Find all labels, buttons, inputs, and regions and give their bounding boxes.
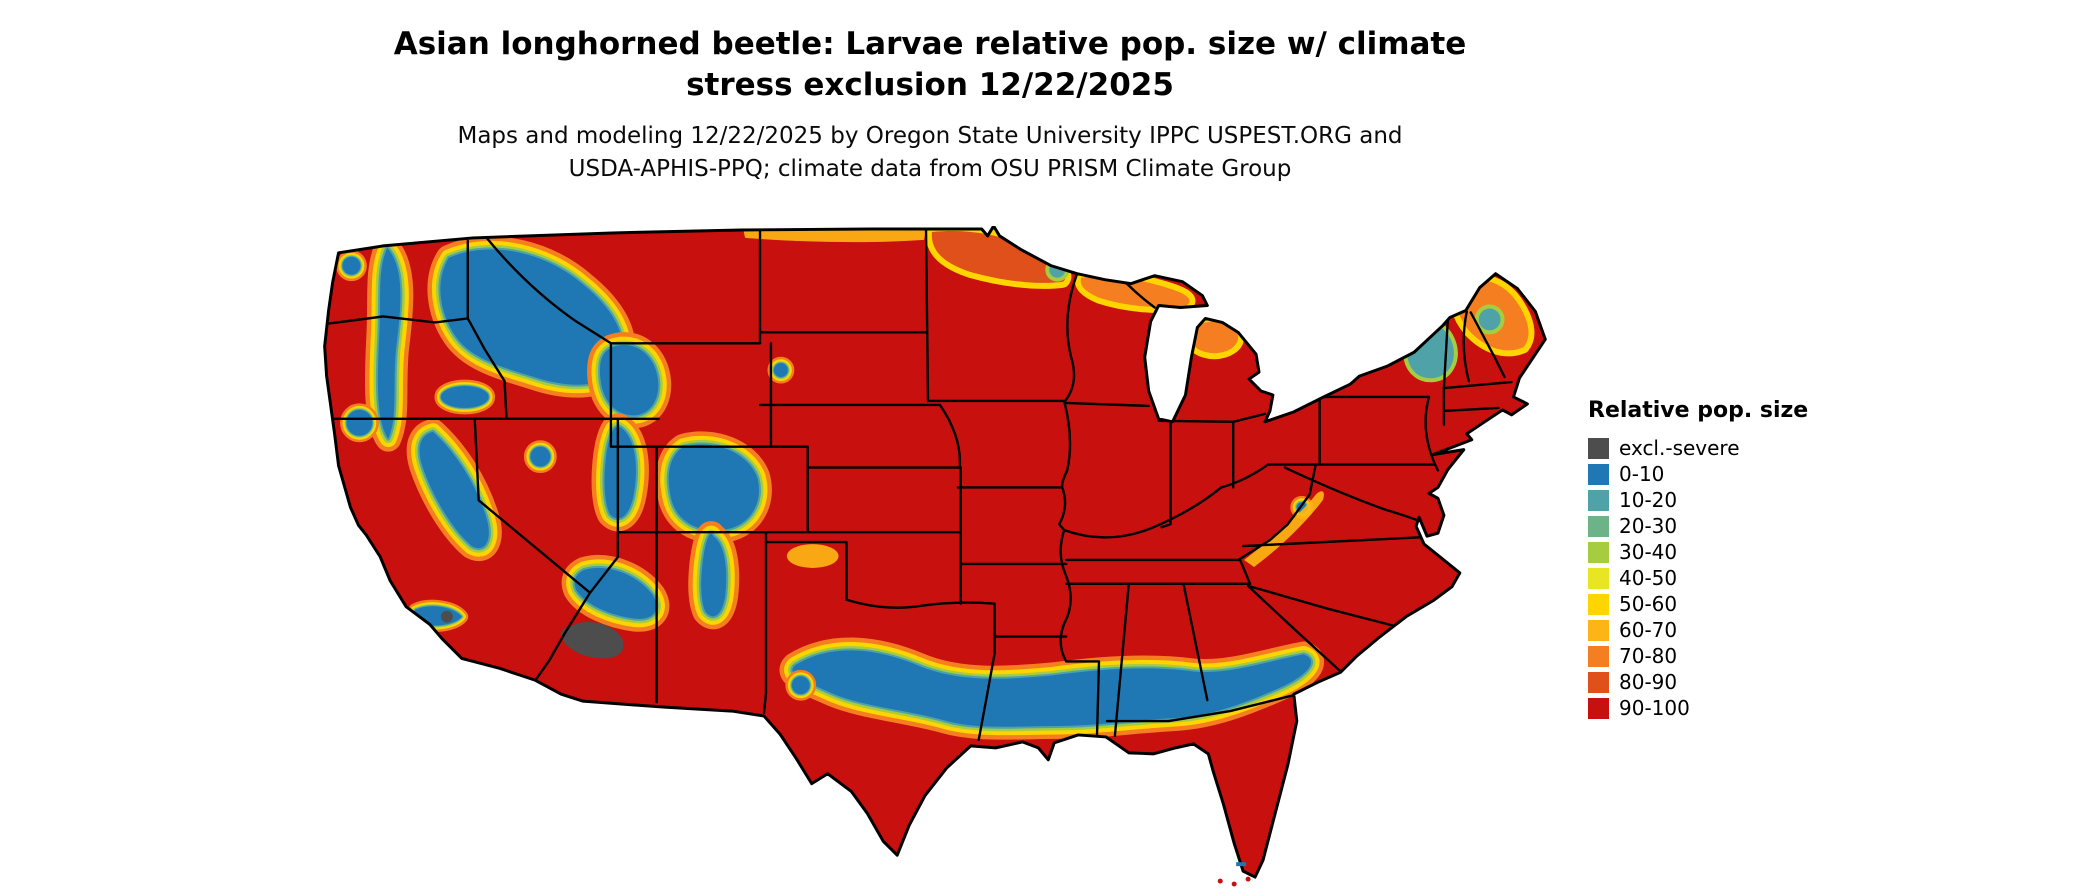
us-distribution-map: [310, 226, 1550, 892]
raster-maine-center: [1479, 309, 1501, 331]
legend-item-label: 30-40: [1619, 540, 1678, 564]
legend-swatch: [1588, 541, 1609, 563]
map-legend: Relative pop. size excl.-severe 0-10 10-…: [1588, 398, 1808, 721]
legend-item-label: 90-100: [1619, 696, 1690, 720]
title-line-1: Asian longhorned beetle: Larvae relative…: [393, 26, 1467, 62]
legend-item-label: excl.-severe: [1619, 436, 1740, 460]
raster-arizona-exclusion: [560, 622, 624, 659]
legend-swatch: [1588, 515, 1609, 537]
page-subtitle: Maps and modeling 12/22/2025 by Oregon S…: [310, 120, 1550, 187]
map-header: Asian longhorned beetle: Larvae relative…: [310, 24, 1550, 187]
raster-socal-exclusion: [440, 610, 453, 623]
legend-swatch: [1588, 489, 1609, 511]
legend-swatch: [1588, 619, 1609, 641]
legend-item: excl.-severe: [1588, 435, 1808, 461]
legend-item-label: 40-50: [1619, 566, 1678, 590]
legend-item-label: 80-90: [1619, 670, 1678, 694]
raster-colorado-rockies: [669, 444, 759, 530]
legend-item: 10-20: [1588, 487, 1808, 513]
us-map-svg: [323, 226, 1547, 887]
legend-item: 80-90: [1588, 669, 1808, 695]
legend-title: Relative pop. size: [1588, 398, 1809, 423]
raster-overlay: [328, 227, 1529, 742]
legend-swatch: [1588, 463, 1609, 485]
raster-socal-ranges: [414, 606, 462, 625]
raster-wasatch: [604, 426, 636, 518]
legend-item: 60-70: [1588, 617, 1808, 643]
legend-swatch: [1588, 645, 1609, 667]
legend-item-label: 10-20: [1619, 488, 1678, 512]
legend-item: 40-50: [1588, 565, 1808, 591]
legend-item-label: 0-10: [1619, 462, 1665, 486]
raster-west-texas-ranges: [792, 676, 810, 694]
raster-texas-panhandle-speckle: [786, 544, 839, 568]
subtitle-line-2: USDA-APHIS-PPQ; climate data from OSU PR…: [568, 156, 1292, 183]
legend-item-label: 50-60: [1619, 592, 1678, 616]
subtitle-line-1: Maps and modeling 12/22/2025 by Oregon S…: [457, 122, 1403, 149]
florida-keys-dots: [1217, 862, 1251, 887]
legend-item: 90-100: [1588, 695, 1808, 721]
legend-item: 30-40: [1588, 539, 1808, 565]
legend-item: 20-30: [1588, 513, 1808, 539]
state-borders: [328, 227, 1513, 742]
page-title: Asian longhorned beetle: Larvae relative…: [310, 24, 1550, 106]
raster-north-dakota-band: [743, 228, 927, 243]
raster-yellowstone: [600, 345, 658, 415]
legend-swatch: [1588, 437, 1609, 459]
raster-cascades: [378, 248, 401, 439]
legend-swatch: [1588, 567, 1609, 589]
legend-item: 70-80: [1588, 643, 1808, 669]
raster-southeast-oregon: [441, 386, 489, 408]
legend-item-label: 70-80: [1619, 644, 1678, 668]
legend-item-label: 20-30: [1619, 514, 1678, 538]
raster-black-hills: [774, 363, 788, 377]
raster-olympics: [343, 257, 361, 275]
legend-item: 50-60: [1588, 591, 1808, 617]
title-line-2: stress exclusion 12/22/2025: [686, 66, 1174, 103]
raster-nevada-ranges: [530, 447, 550, 467]
raster-klamath: [347, 410, 373, 436]
legend-swatch: [1588, 671, 1609, 693]
legend-swatch: [1588, 697, 1609, 719]
legend-swatch: [1588, 593, 1609, 615]
legend-item-label: 60-70: [1619, 618, 1678, 642]
raster-arizona-highlands: [575, 568, 657, 619]
legend-item: 0-10: [1588, 461, 1808, 487]
raster-new-mexico-rockies: [701, 534, 726, 616]
